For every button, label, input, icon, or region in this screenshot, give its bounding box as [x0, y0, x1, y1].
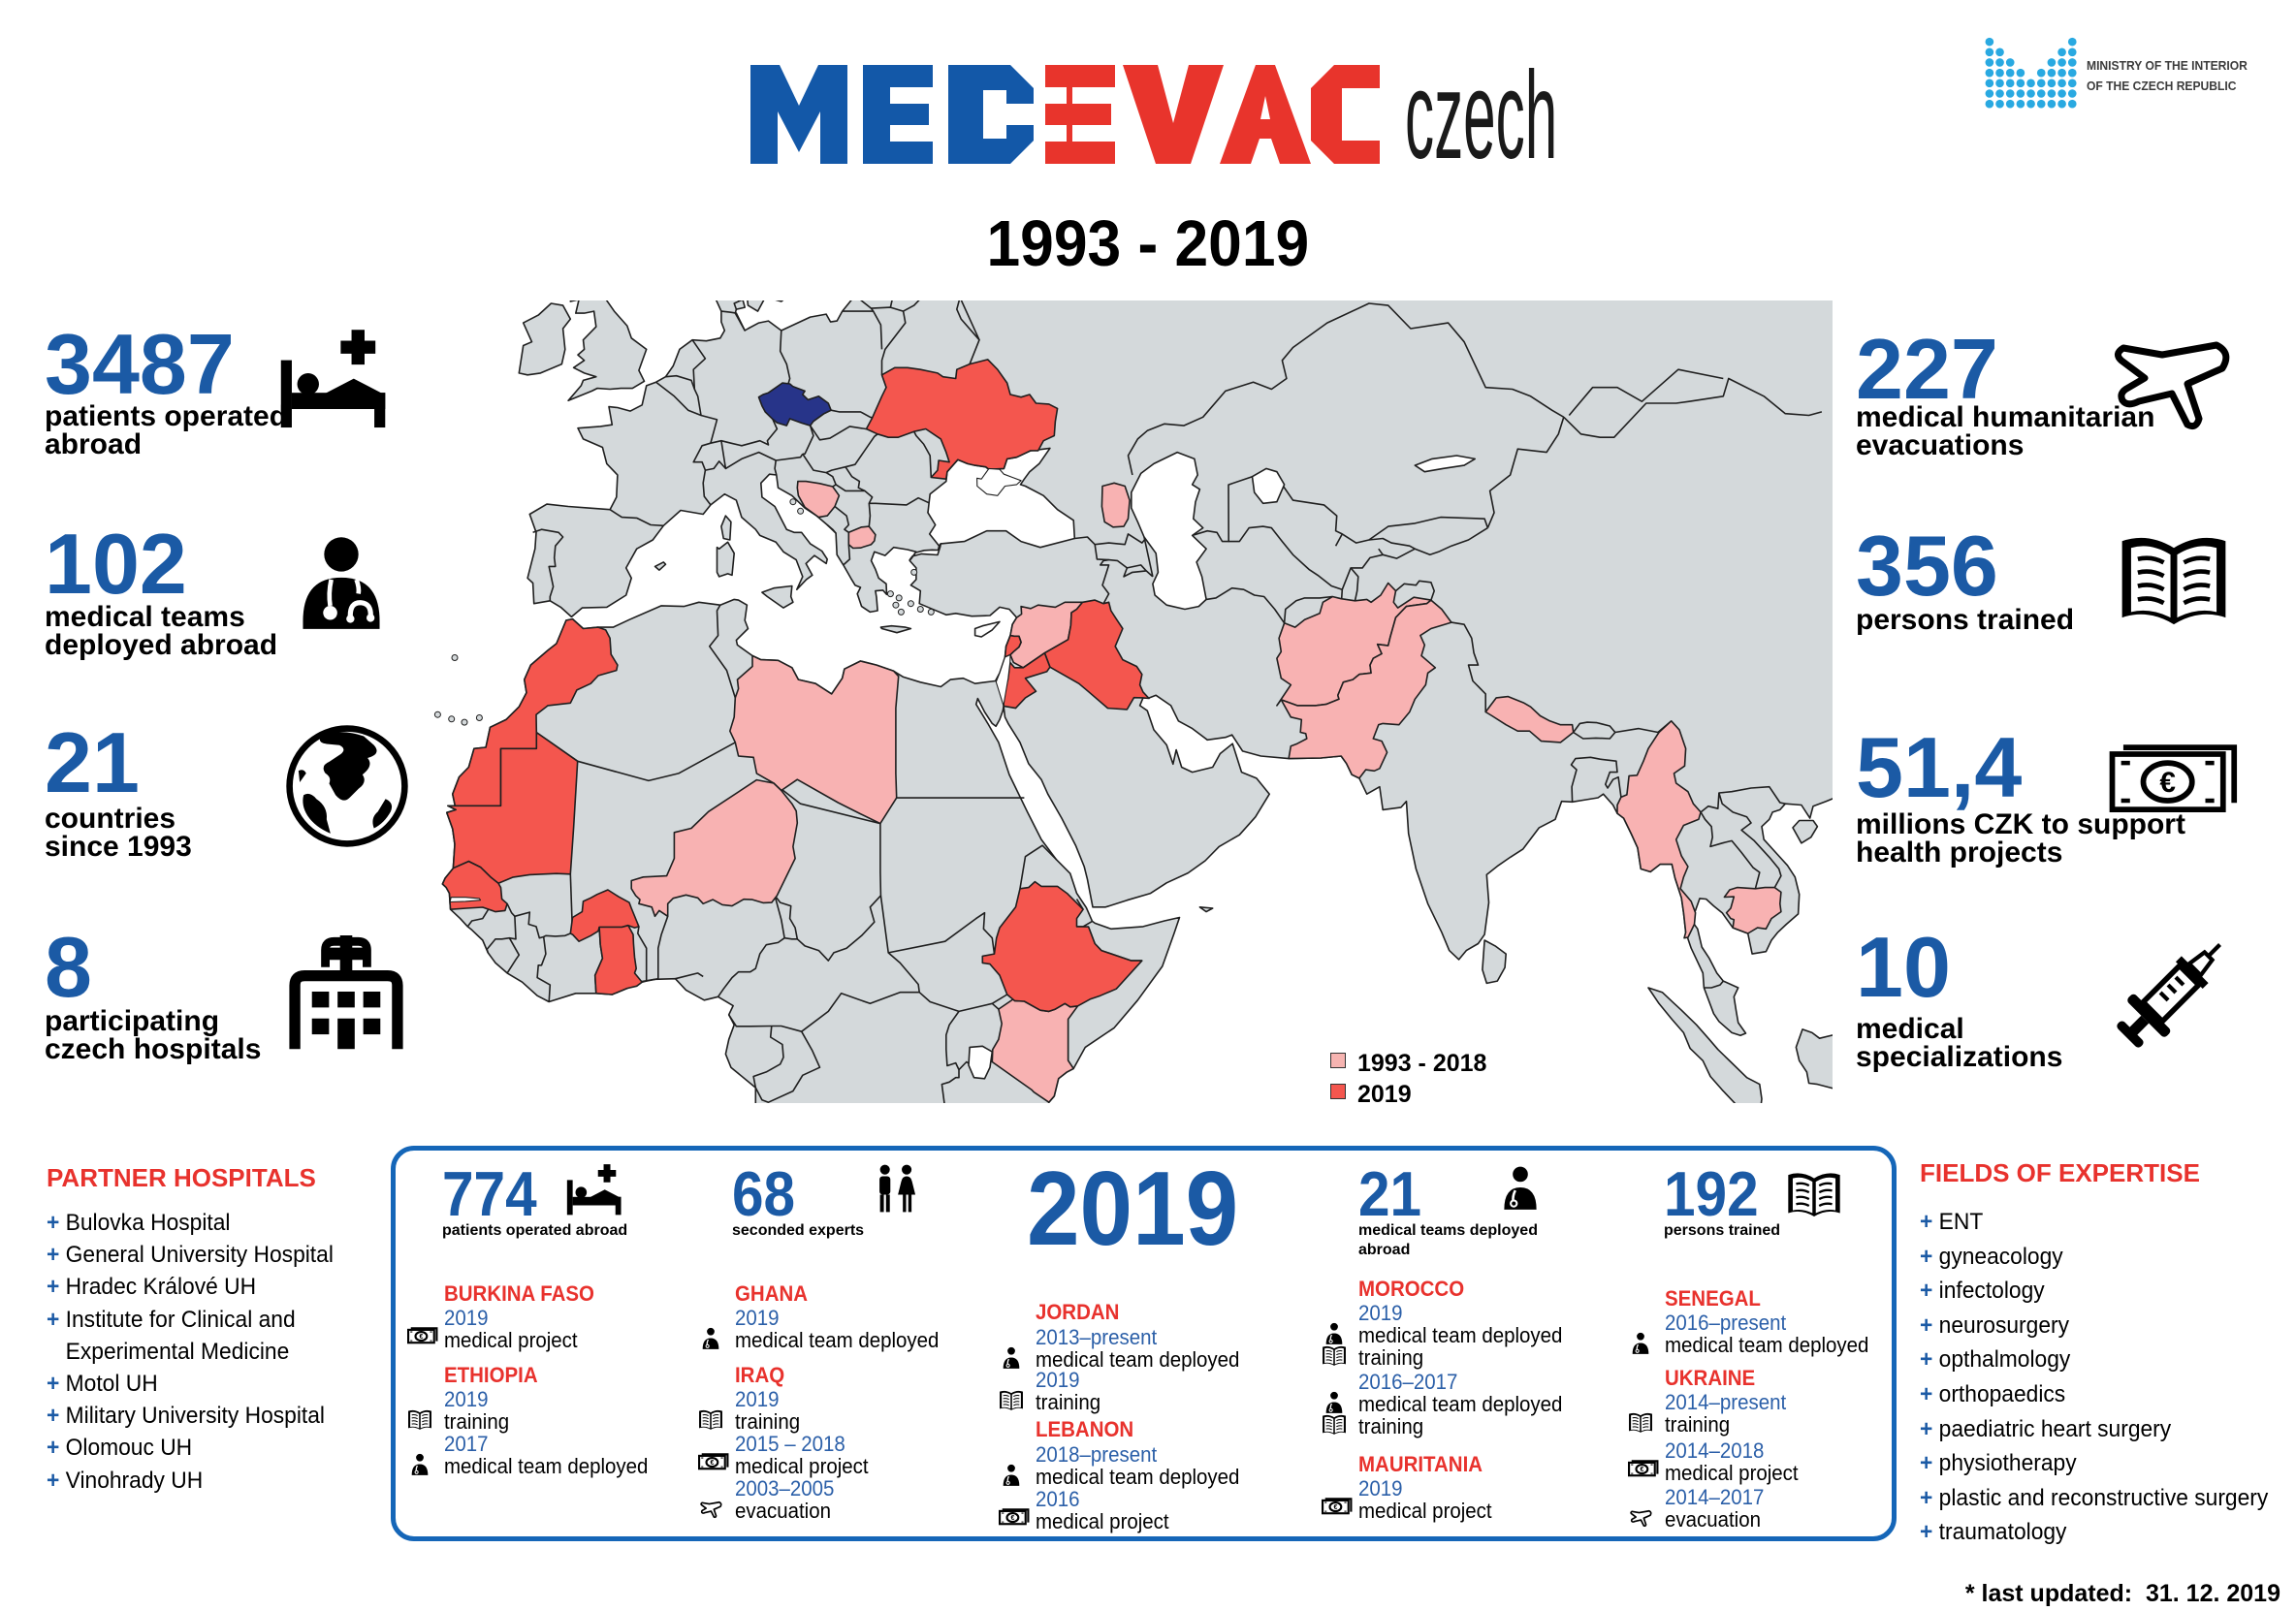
svg-text:€: €: [710, 1460, 714, 1467]
svg-text:€: €: [419, 1334, 423, 1341]
svg-text:€: €: [2159, 767, 2176, 799]
svg-text:€: €: [1010, 1515, 1014, 1522]
svg-text:€: €: [1640, 1467, 1643, 1473]
svg-text:€: €: [1333, 1504, 1337, 1511]
